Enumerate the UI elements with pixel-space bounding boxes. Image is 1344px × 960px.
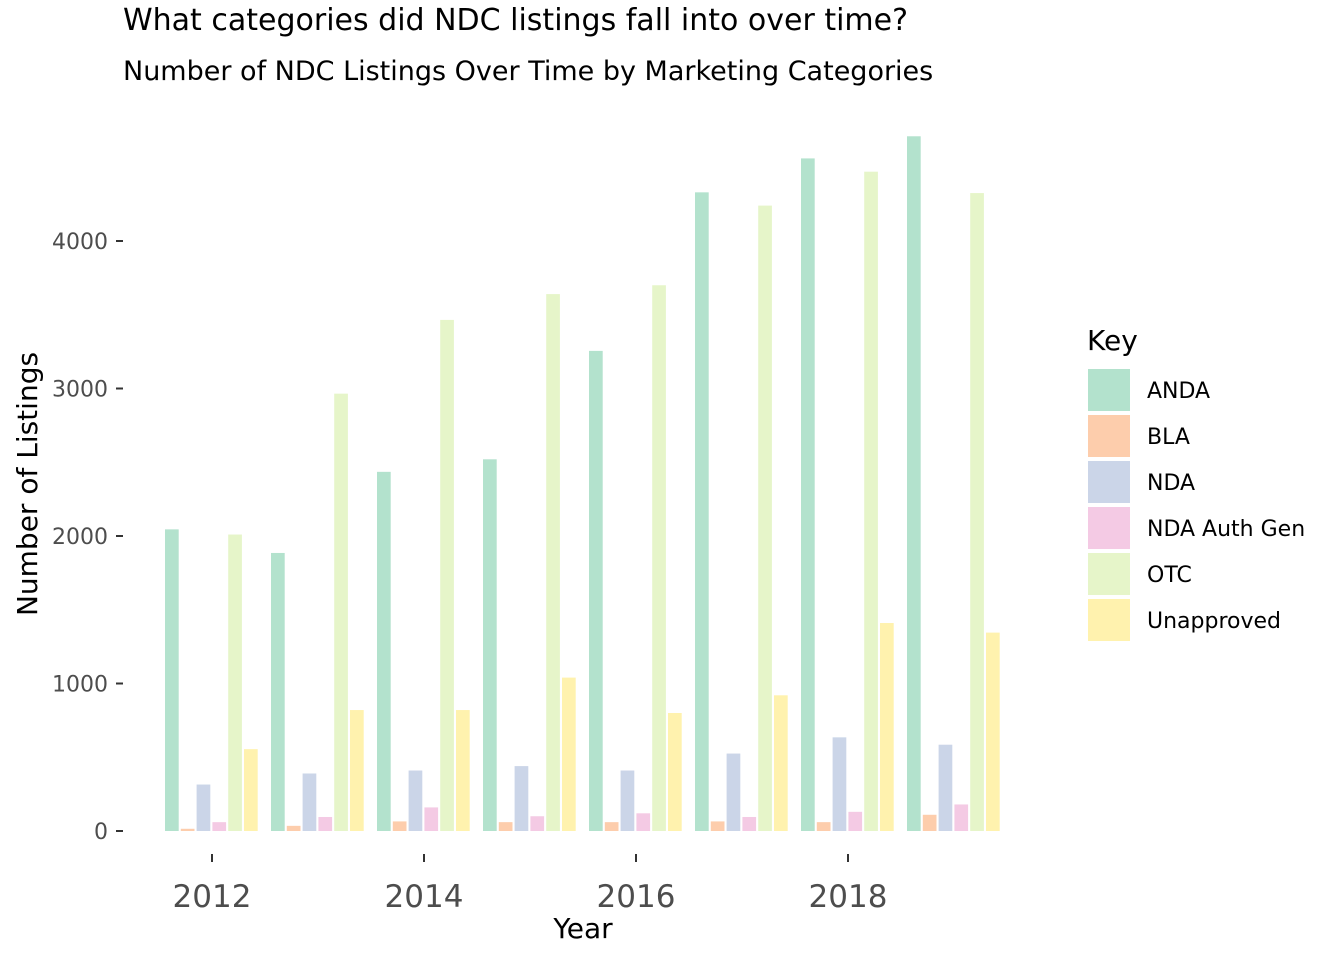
bar-nda-2018: [832, 737, 847, 831]
x-tick-label: 2016: [597, 879, 676, 915]
bar-group-2018: [801, 158, 894, 831]
bar-group-2013: [271, 393, 364, 831]
bar-nda-2012: [196, 784, 211, 831]
chart-title: What categories did NDC listings fall in…: [123, 3, 908, 38]
legend-title: Key: [1087, 324, 1138, 357]
bar-unapproved-2014: [456, 710, 470, 831]
x-axis: 2012 2014 2016 2018: [173, 854, 888, 915]
bar-unapproved-2013: [350, 710, 364, 831]
legend-swatch: [1086, 505, 1132, 551]
bar-nda-2016: [620, 770, 635, 831]
bar-bla-2014: [392, 821, 407, 831]
y-axis: 0 1000 2000 3000 4000: [52, 230, 123, 845]
bar-group-2012: [165, 529, 258, 831]
legend-swatch: [1086, 367, 1132, 413]
y-tick-label: 3000: [52, 378, 108, 403]
legend-item-otc: OTC: [1086, 551, 1192, 597]
y-tick-label: 0: [94, 820, 108, 845]
legend-label: Unapproved: [1147, 609, 1281, 634]
bar-group-2015: [483, 294, 576, 832]
bar-unapproved-2015: [562, 677, 576, 831]
bar-unapproved-2012: [244, 749, 258, 831]
bar-group-2014: [377, 319, 470, 831]
bar-nda-2015: [514, 766, 529, 831]
chart-subtitle: Number of NDC Listings Over Time by Mark…: [123, 56, 933, 87]
bar-bla-2015: [498, 822, 513, 831]
bar-nda-auth-gen-2017: [742, 816, 757, 831]
bar-unapproved-2018: [880, 623, 894, 831]
legend-swatch: [1086, 597, 1132, 643]
bar-anda-2018: [801, 158, 815, 831]
bar-bla-2016: [604, 822, 619, 831]
bar-group-2017: [695, 192, 788, 832]
bar-nda-auth-gen-2015: [530, 816, 545, 831]
bar-nda-auth-gen-2018: [848, 811, 863, 831]
legend-item-unapproved: Unapproved: [1086, 597, 1281, 643]
bar-otc-2019: [970, 193, 984, 831]
bar-group-2016: [589, 285, 682, 831]
bar-otc-2013: [334, 393, 348, 831]
legend-label: ANDA: [1147, 379, 1210, 404]
y-tick-label: 1000: [52, 673, 108, 698]
bar-nda-auth-gen-2014: [424, 807, 439, 831]
bar-anda-2013: [271, 552, 285, 831]
legend-label: OTC: [1147, 563, 1192, 588]
bar-otc-2014: [440, 319, 454, 831]
bar-anda-2012: [165, 529, 179, 831]
legend-swatch: [1086, 459, 1132, 505]
bar-nda-auth-gen-2019: [954, 804, 969, 831]
x-axis-title: Year: [552, 912, 613, 945]
bar-otc-2018: [864, 171, 878, 831]
bar-otc-2017: [758, 205, 772, 832]
bar-unapproved-2019: [986, 632, 1000, 831]
bar-bla-2013: [286, 825, 301, 831]
legend-item-anda: ANDA: [1086, 367, 1210, 413]
y-tick-label: 4000: [52, 230, 108, 255]
bar-nda-2013: [302, 773, 317, 831]
bar-anda-2014: [377, 471, 391, 831]
bar-anda-2016: [589, 350, 603, 831]
bar-nda-auth-gen-2016: [636, 813, 651, 831]
legend-label: BLA: [1147, 425, 1190, 450]
legend-item-nda: NDA: [1086, 459, 1195, 505]
y-tick-label: 2000: [52, 525, 108, 550]
x-tick-label: 2018: [809, 879, 888, 915]
legend-label: NDA: [1147, 471, 1195, 496]
bar-nda-2019: [938, 744, 953, 831]
bar-nda-auth-gen-2013: [318, 816, 333, 831]
bar-unapproved-2016: [668, 713, 682, 831]
bar-otc-2016: [652, 285, 666, 831]
bar-anda-2019: [907, 136, 921, 831]
bar-bla-2018: [816, 822, 831, 831]
legend: Key ANDA BLA NDA NDA Auth Gen OTC Unapproved: [1086, 324, 1305, 643]
bar-group-2019: [907, 136, 1000, 831]
plot-area: [165, 136, 1000, 832]
bar-nda-2017: [726, 753, 741, 831]
bar-otc-2015: [546, 294, 560, 832]
x-tick-label: 2014: [385, 879, 464, 915]
bar-anda-2017: [695, 192, 709, 831]
x-tick-label: 2012: [173, 879, 252, 915]
bar-bla-2019: [922, 814, 937, 831]
legend-label: NDA Auth Gen: [1147, 517, 1305, 542]
legend-item-bla: BLA: [1086, 413, 1190, 459]
bar-nda-2014: [408, 770, 423, 831]
bar-nda-auth-gen-2012: [212, 822, 227, 831]
bar-bla-2012: [180, 828, 195, 831]
bar-bla-2017: [710, 821, 725, 831]
bar-otc-2012: [228, 534, 242, 831]
y-axis-title: Number of Listings: [11, 352, 44, 616]
legend-item-nda-auth-gen: NDA Auth Gen: [1086, 505, 1305, 551]
legend-swatch: [1086, 413, 1132, 459]
legend-swatch: [1086, 551, 1132, 597]
bar-anda-2015: [483, 459, 497, 831]
bar-unapproved-2017: [774, 695, 788, 831]
